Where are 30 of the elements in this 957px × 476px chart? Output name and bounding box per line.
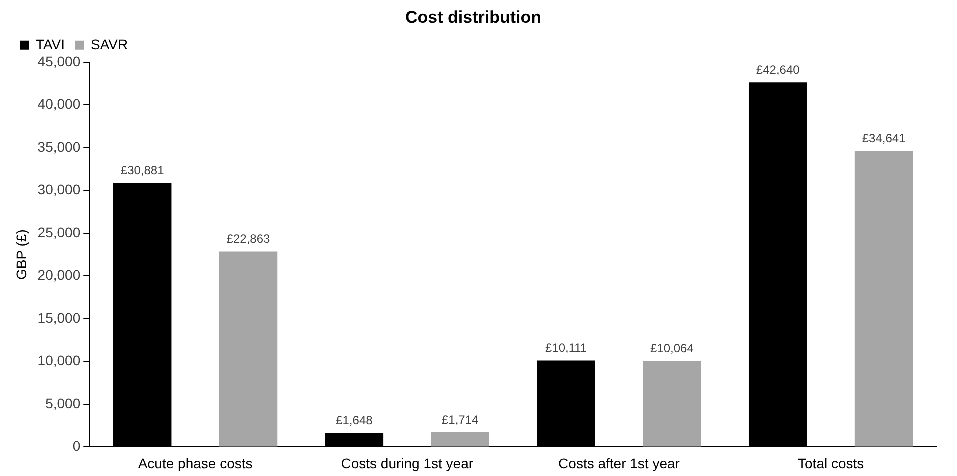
y-tick-label: 35,000 [38, 138, 81, 155]
y-axis-title: GBP (£) [13, 230, 30, 280]
data-label: £10,111 [545, 341, 588, 356]
data-label: £1,714 [442, 412, 480, 427]
y-tick-label: 10,000 [38, 352, 81, 369]
data-label: £1,648 [336, 413, 374, 428]
y-tick-label: 40,000 [38, 96, 81, 112]
data-label: £10,064 [650, 341, 694, 356]
x-tick-label: Costs after 1st year [558, 455, 680, 472]
data-label: £34,641 [862, 131, 906, 146]
data-label: £42,640 [756, 62, 800, 77]
data-label: £22,863 [226, 232, 271, 246]
data-label: £30,881 [120, 163, 165, 178]
bar [431, 432, 490, 447]
bar [854, 150, 914, 447]
y-tick-label: 45,000 [38, 53, 81, 70]
x-tick-label: Total costs [798, 455, 864, 472]
legend-label: SAVR [91, 36, 128, 52]
y-tick-label: 15,000 [38, 310, 81, 326]
y-tick-label: 5,000 [46, 395, 81, 412]
x-tick-label: Acute phase costs [138, 455, 253, 472]
y-tick-label: 30,000 [38, 182, 81, 198]
bar [643, 361, 702, 447]
y-tick-label: 0 [72, 438, 81, 454]
x-tick-label: Costs during 1st year [341, 455, 474, 472]
bar [219, 252, 278, 447]
chart-title: Cost distribution [406, 8, 542, 27]
legend-label: TAVI [36, 36, 66, 52]
y-tick-label: 20,000 [38, 267, 81, 284]
y-tick-label: 25,000 [38, 224, 81, 240]
